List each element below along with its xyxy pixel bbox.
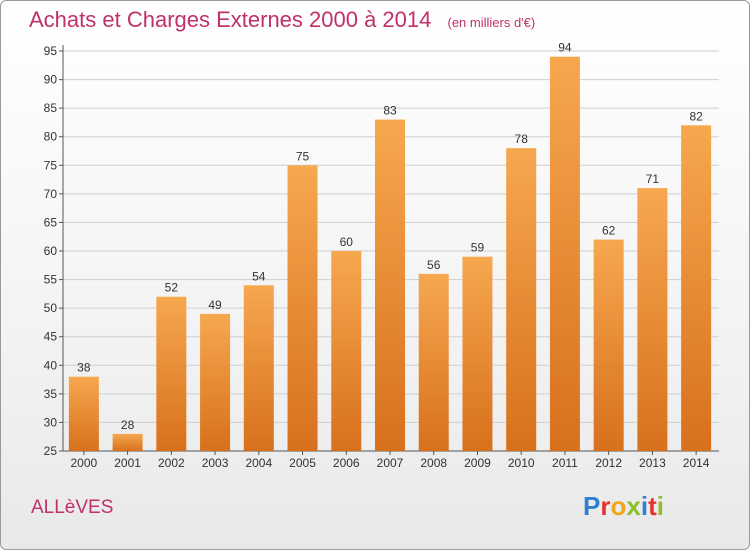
bar [287, 165, 318, 452]
logo-letter: x [626, 491, 641, 521]
y-tick-label: 85 [44, 101, 58, 115]
bar [243, 285, 274, 451]
bar [68, 376, 99, 451]
data-label: 28 [121, 418, 135, 432]
data-label: 60 [340, 235, 354, 249]
title-text: Achats et Charges Externes 2000 à 2014 [29, 7, 432, 32]
x-tick-label: 2001 [114, 456, 141, 470]
logo-letter: t [648, 491, 657, 521]
bar [462, 256, 493, 451]
y-tick-label: 25 [44, 444, 58, 458]
y-tick-label: 70 [44, 187, 58, 201]
data-label: 94 [558, 41, 572, 55]
bar [506, 148, 537, 451]
x-tick-label: 2002 [158, 456, 185, 470]
x-tick-label: 2005 [289, 456, 316, 470]
bars [68, 56, 712, 452]
y-tick-label: 45 [44, 330, 58, 344]
logo-letter: P [583, 491, 601, 521]
data-label: 54 [252, 269, 266, 283]
chart-title: Achats et Charges Externes 2000 à 2014 (… [29, 7, 535, 33]
bar [112, 433, 143, 451]
y-tick-label: 65 [44, 215, 58, 229]
bar [331, 251, 362, 451]
data-label: 83 [383, 104, 397, 118]
x-tick-label: 2007 [377, 456, 404, 470]
x-tick-label: 2003 [202, 456, 229, 470]
bar [200, 313, 231, 451]
y-tick-label: 80 [44, 130, 58, 144]
bar [156, 296, 187, 451]
data-label: 49 [208, 298, 222, 312]
x-tick-label: 2011 [552, 456, 578, 470]
y-tick-label: 95 [44, 44, 58, 58]
data-label: 52 [165, 281, 179, 295]
x-tick-label: 2014 [683, 456, 710, 470]
x-tick-label: 2013 [639, 456, 666, 470]
y-tick-label: 75 [44, 158, 58, 172]
data-label: 82 [689, 109, 703, 123]
y-tick-label: 90 [44, 73, 58, 87]
data-label: 78 [515, 132, 529, 146]
x-tick-label: 2004 [245, 456, 272, 470]
data-label: 71 [646, 172, 660, 186]
y-tick-label: 55 [44, 273, 58, 287]
bar [593, 239, 624, 451]
logo-letter: i [640, 491, 649, 521]
y-tick-label: 35 [44, 387, 58, 401]
bar [681, 125, 712, 452]
y-tick-label: 60 [44, 244, 58, 258]
data-label: 38 [77, 361, 91, 375]
data-labels: 38 28 52 49 54 75 60 83 56 59 78 94 62 71 82 [77, 41, 703, 432]
bar [418, 273, 449, 451]
x-tick-label: 2000 [71, 456, 98, 470]
y-tick-label: 30 [44, 415, 58, 429]
x-tick-label: 2012 [595, 456, 622, 470]
logo-letter: r [600, 491, 611, 521]
title-unit: (en milliers d'€) [447, 15, 536, 30]
commune-name: ALLèVES [31, 497, 114, 518]
x-tick-label: 2008 [420, 456, 447, 470]
y-tick-label: 50 [44, 301, 58, 315]
logo-letter: o [610, 491, 627, 521]
y-tick-label: 40 [44, 358, 58, 372]
x-tick-label: 2009 [464, 456, 491, 470]
logo-letter: i [656, 491, 664, 521]
data-label: 56 [427, 258, 441, 272]
bar [637, 188, 668, 451]
data-label: 59 [471, 241, 485, 255]
bar [375, 119, 405, 452]
bar [549, 56, 580, 451]
x-tick-label: 2006 [333, 456, 360, 470]
proxiti-logo[interactable]: Proxiti [583, 491, 664, 522]
data-label: 62 [602, 224, 616, 238]
data-label: 75 [296, 149, 310, 163]
x-tick-label: 2010 [508, 456, 535, 470]
